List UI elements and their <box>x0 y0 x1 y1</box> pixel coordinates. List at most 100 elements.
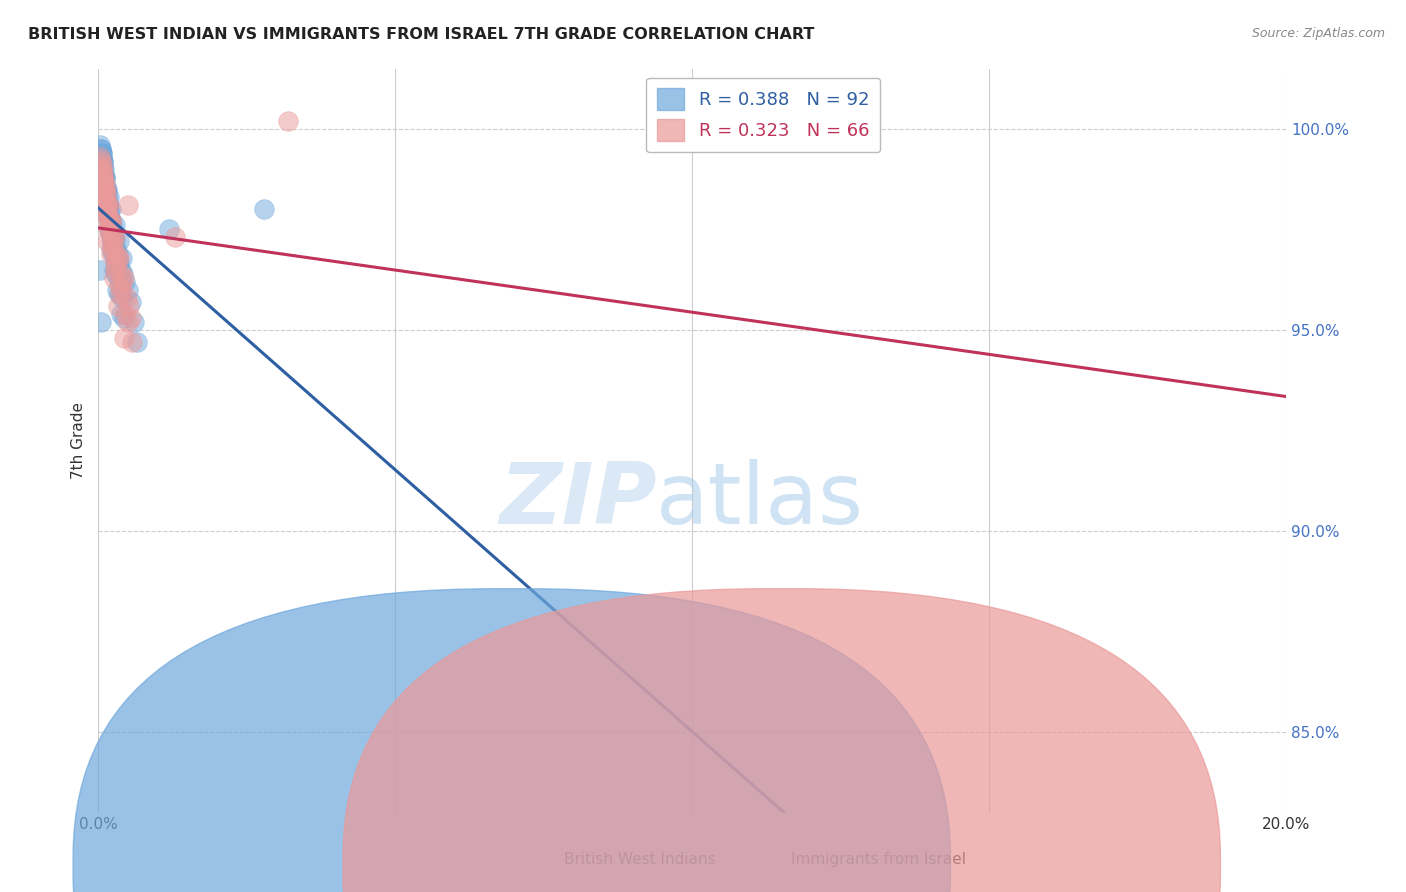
Text: ZIP: ZIP <box>499 458 657 541</box>
Point <box>93 174 115 188</box>
Point <box>103 270 125 285</box>
Point <box>122 315 145 329</box>
Point <box>108 286 131 301</box>
Point <box>89 162 111 177</box>
Point <box>108 251 131 265</box>
Point <box>117 198 139 212</box>
Point <box>104 243 127 257</box>
Point <box>118 299 141 313</box>
Point <box>91 166 114 180</box>
Point <box>120 294 142 309</box>
Point <box>97 198 120 212</box>
Point <box>97 202 120 217</box>
Point <box>101 227 124 241</box>
Point <box>110 262 132 277</box>
Point <box>96 211 118 225</box>
Point <box>100 243 122 257</box>
Point <box>105 251 128 265</box>
Point <box>97 198 120 212</box>
Text: BRITISH WEST INDIAN VS IMMIGRANTS FROM ISRAEL 7TH GRADE CORRELATION CHART: BRITISH WEST INDIAN VS IMMIGRANTS FROM I… <box>28 27 814 42</box>
Point <box>112 331 135 345</box>
Point <box>98 211 121 225</box>
Point <box>101 238 124 252</box>
Point <box>104 251 127 265</box>
Point <box>96 206 118 220</box>
Point <box>94 174 117 188</box>
Point <box>90 166 112 180</box>
Point <box>111 291 134 305</box>
Point <box>91 174 114 188</box>
Point <box>125 334 148 349</box>
Point <box>104 254 127 268</box>
Point <box>90 150 112 164</box>
Point <box>108 286 131 301</box>
Point <box>100 219 122 233</box>
Point <box>117 283 139 297</box>
Point <box>104 254 127 268</box>
Point <box>100 235 122 249</box>
Point <box>91 154 114 169</box>
Point <box>103 230 125 244</box>
Point <box>103 262 125 277</box>
Point <box>94 182 117 196</box>
Point <box>97 190 120 204</box>
Point <box>93 178 115 193</box>
Point <box>101 235 124 249</box>
Point <box>96 198 118 212</box>
Point <box>93 190 115 204</box>
Point <box>89 154 111 169</box>
Point <box>108 254 131 268</box>
Point <box>98 219 121 233</box>
Point <box>100 214 122 228</box>
Point <box>96 235 118 249</box>
Point <box>100 214 122 228</box>
Point <box>91 154 114 169</box>
Point <box>90 315 112 329</box>
Legend: R = 0.388   N = 92, R = 0.323   N = 66: R = 0.388 N = 92, R = 0.323 N = 66 <box>647 78 880 153</box>
Point <box>91 162 114 177</box>
Point <box>91 145 114 160</box>
Point <box>93 162 115 177</box>
Point <box>91 158 114 172</box>
Point <box>93 178 115 193</box>
Point <box>93 170 115 185</box>
Point <box>114 275 136 289</box>
Point <box>90 158 112 172</box>
Point <box>253 202 276 217</box>
Point <box>89 262 111 277</box>
Point <box>104 246 127 260</box>
Point <box>91 186 114 201</box>
Point <box>90 178 112 193</box>
Point <box>96 222 118 236</box>
Point <box>90 150 112 164</box>
Point <box>94 206 117 220</box>
Point <box>105 283 128 297</box>
Point <box>89 166 111 180</box>
Point <box>97 222 120 236</box>
Point <box>100 214 122 228</box>
Point <box>93 182 115 196</box>
Point <box>277 113 299 128</box>
Point <box>90 142 112 156</box>
Point <box>107 251 129 265</box>
Point <box>90 142 112 156</box>
Point <box>121 334 143 349</box>
Point <box>98 214 121 228</box>
Point <box>117 315 139 329</box>
Point <box>103 230 125 244</box>
Point <box>93 170 115 185</box>
Point <box>94 190 117 204</box>
Point <box>91 162 114 177</box>
Point <box>90 162 112 177</box>
Point <box>107 246 129 260</box>
Point <box>110 307 132 321</box>
Point <box>96 182 118 196</box>
Point <box>100 202 122 217</box>
Text: Source: ZipAtlas.com: Source: ZipAtlas.com <box>1251 27 1385 40</box>
Point <box>93 182 115 196</box>
Text: atlas: atlas <box>657 458 865 541</box>
Point <box>93 166 115 180</box>
Point <box>96 194 118 209</box>
Point <box>93 178 115 193</box>
Point <box>93 190 115 204</box>
